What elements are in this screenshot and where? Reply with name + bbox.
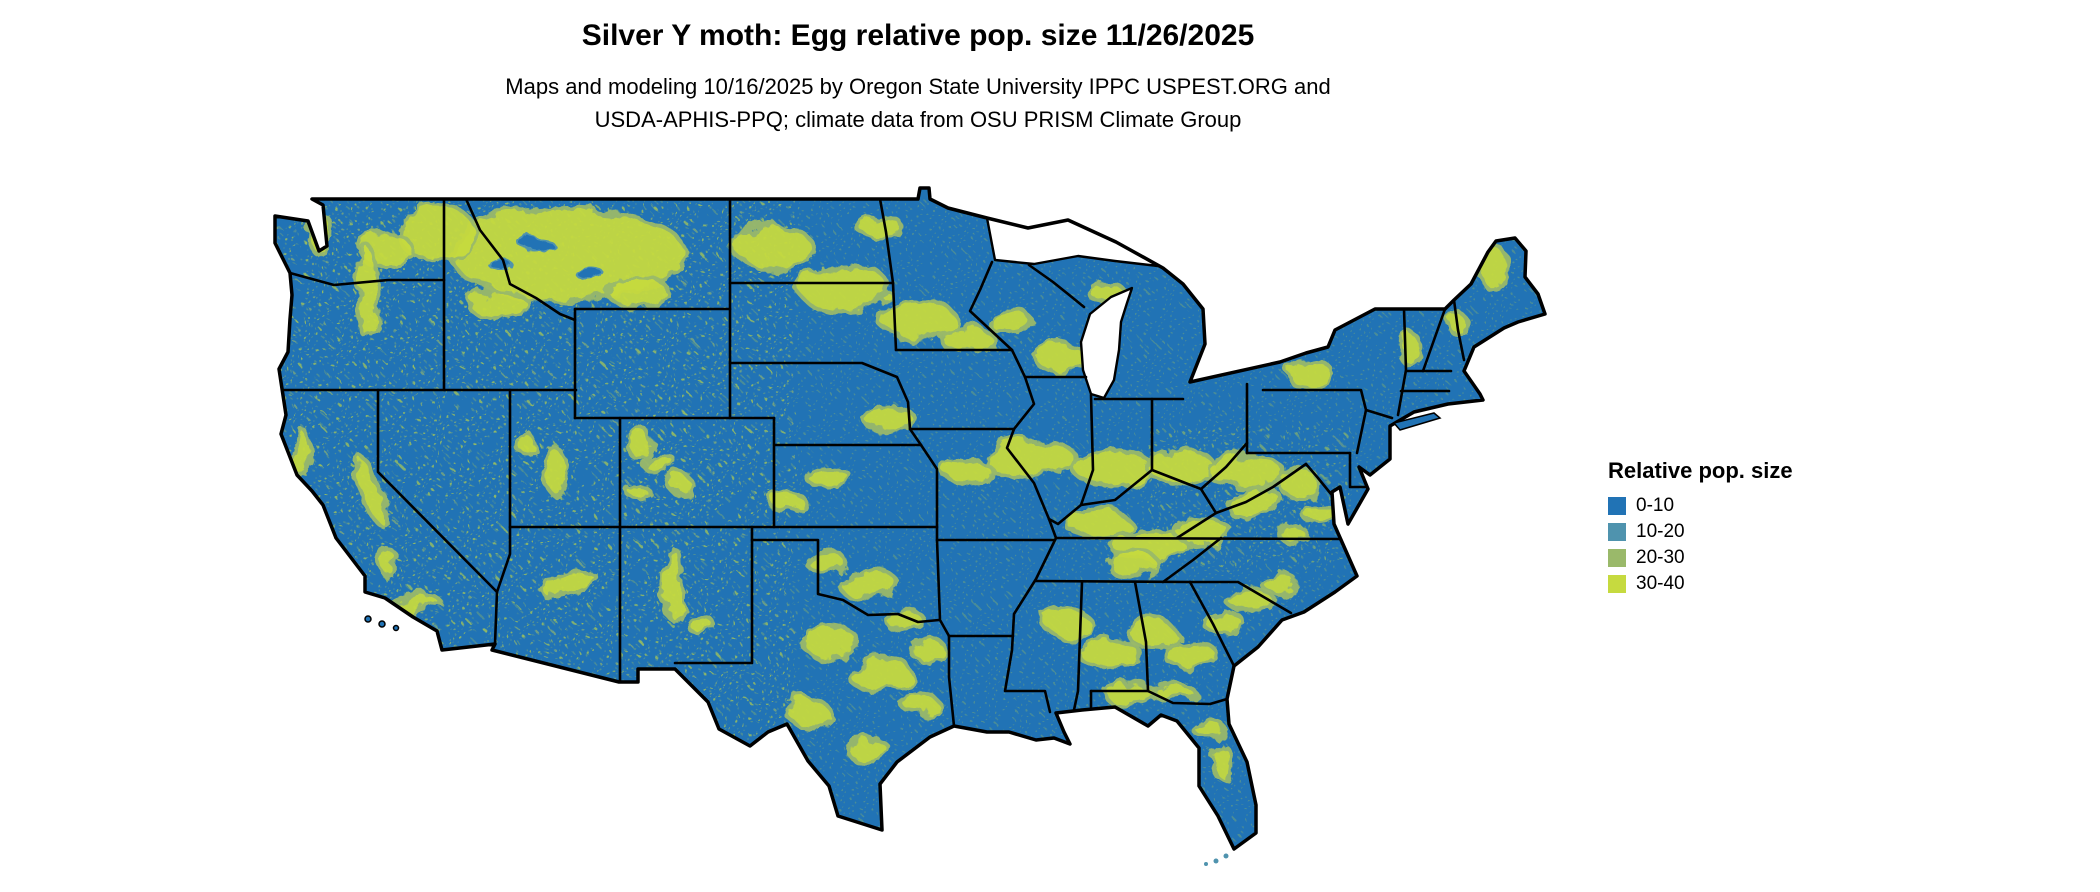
us-population-map [268,172,1568,882]
legend-item-label: 30-40 [1636,573,1685,594]
figure-subtitle: Maps and modeling 10/16/2025 by Oregon S… [268,70,1568,136]
legend-item-label: 20-30 [1636,547,1685,568]
figure-title: Silver Y moth: Egg relative pop. size 11… [581,19,1255,52]
channel-island [364,615,372,623]
lake-michigan [1079,286,1134,400]
figure-header: Silver Y moth: Egg relative pop. size 11… [268,18,1568,136]
legend-item: 10-20 [1608,522,1793,541]
long-island [1392,412,1442,431]
population-raster [275,192,1545,849]
legend-item: 30-40 [1608,574,1793,593]
us-map-svg [273,186,1547,866]
florida-key [1213,858,1219,864]
florida-key [1223,853,1229,859]
legend-item-label: 0-10 [1636,495,1675,516]
state-borders [277,197,1466,728]
great-lakes [985,216,1160,400]
channel-island [378,620,386,628]
legend-swatch [1608,496,1626,515]
florida-key [1204,862,1208,866]
figure-subtitle-line1: Maps and modeling 10/16/2025 by Oregon S… [505,74,1331,99]
legend-item-label: 10-20 [1636,521,1685,542]
legend-item: 20-30 [1608,548,1793,567]
legend-swatch [1608,574,1626,593]
population-patches [275,192,1545,849]
legend: Relative pop. size 0-10 10-20 20-30 30-4… [1608,458,1793,600]
legend-swatch [1608,522,1626,541]
legend-title: Relative pop. size [1608,458,1793,483]
coastal-islands [364,412,1442,866]
legend-swatch [1608,548,1626,567]
channel-island [392,624,400,632]
legend-item: 0-10 [1608,496,1793,515]
figure-subtitle-line2: USDA-APHIS-PPQ; climate data from OSU PR… [594,107,1242,132]
